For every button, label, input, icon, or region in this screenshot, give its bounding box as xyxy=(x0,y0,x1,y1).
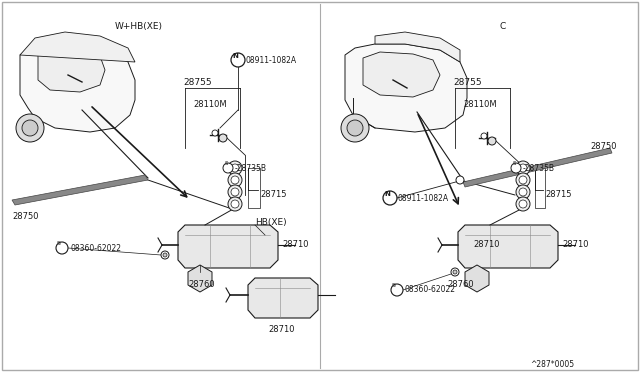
Circle shape xyxy=(16,114,44,142)
Text: 28750: 28750 xyxy=(590,142,616,151)
Text: 28110M: 28110M xyxy=(193,100,227,109)
Circle shape xyxy=(228,161,242,175)
Text: 28710: 28710 xyxy=(282,240,308,249)
Polygon shape xyxy=(248,278,318,318)
Bar xyxy=(248,168,260,208)
Polygon shape xyxy=(178,225,278,268)
Polygon shape xyxy=(463,148,612,187)
Circle shape xyxy=(231,188,239,196)
Text: 28710: 28710 xyxy=(562,240,589,249)
Bar xyxy=(535,168,545,208)
Text: 28760: 28760 xyxy=(188,280,214,289)
Circle shape xyxy=(212,130,218,136)
Text: HB(XE): HB(XE) xyxy=(255,218,287,227)
Circle shape xyxy=(161,251,169,259)
Circle shape xyxy=(516,161,530,175)
Polygon shape xyxy=(458,225,558,268)
Text: 28750: 28750 xyxy=(12,212,38,221)
Text: W+HB(XE): W+HB(XE) xyxy=(115,22,163,31)
Text: 28755: 28755 xyxy=(183,78,212,87)
Circle shape xyxy=(347,120,363,136)
Text: 28710: 28710 xyxy=(268,325,294,334)
Circle shape xyxy=(451,268,459,276)
Circle shape xyxy=(511,163,521,173)
Polygon shape xyxy=(375,32,460,62)
Text: S: S xyxy=(224,161,228,166)
Circle shape xyxy=(519,164,527,172)
Polygon shape xyxy=(38,50,105,92)
Text: 28710: 28710 xyxy=(473,240,499,249)
Text: S: S xyxy=(57,241,61,246)
Circle shape xyxy=(231,164,239,172)
Polygon shape xyxy=(20,32,135,62)
Text: 28755: 28755 xyxy=(453,78,482,87)
Circle shape xyxy=(519,176,527,184)
Circle shape xyxy=(516,173,530,187)
Circle shape xyxy=(516,185,530,199)
Text: N: N xyxy=(384,190,390,196)
Polygon shape xyxy=(363,52,440,97)
Circle shape xyxy=(341,114,369,142)
Circle shape xyxy=(516,197,530,211)
Circle shape xyxy=(481,133,487,139)
Text: -28735B: -28735B xyxy=(523,164,555,173)
Text: 28715: 28715 xyxy=(545,190,572,199)
Text: 08360-62022: 08360-62022 xyxy=(70,244,121,253)
Circle shape xyxy=(519,188,527,196)
Circle shape xyxy=(453,270,457,274)
Circle shape xyxy=(22,120,38,136)
Text: 28715: 28715 xyxy=(260,190,287,199)
Circle shape xyxy=(56,242,68,254)
Text: ^287*0005: ^287*0005 xyxy=(530,360,574,369)
Text: N: N xyxy=(232,52,238,58)
Circle shape xyxy=(231,176,239,184)
Circle shape xyxy=(163,253,167,257)
Text: -28735B: -28735B xyxy=(235,164,267,173)
Circle shape xyxy=(519,200,527,208)
Circle shape xyxy=(456,176,464,184)
Text: 28110M: 28110M xyxy=(463,100,497,109)
Circle shape xyxy=(383,191,397,205)
Polygon shape xyxy=(188,265,212,292)
Text: 08360-62022: 08360-62022 xyxy=(405,285,456,295)
Polygon shape xyxy=(465,265,489,292)
Polygon shape xyxy=(345,44,467,132)
Circle shape xyxy=(488,137,496,145)
Circle shape xyxy=(223,163,233,173)
Text: S: S xyxy=(392,283,396,288)
Circle shape xyxy=(228,185,242,199)
Circle shape xyxy=(228,197,242,211)
Text: 28760: 28760 xyxy=(447,280,474,289)
Circle shape xyxy=(391,284,403,296)
Circle shape xyxy=(231,53,245,67)
Text: 08911-1082A: 08911-1082A xyxy=(398,193,449,202)
Text: S: S xyxy=(512,161,516,166)
Text: 08911-1082A: 08911-1082A xyxy=(246,55,297,64)
Text: C: C xyxy=(500,22,506,31)
Circle shape xyxy=(231,200,239,208)
Polygon shape xyxy=(12,175,148,205)
Polygon shape xyxy=(20,44,135,132)
Circle shape xyxy=(228,173,242,187)
Circle shape xyxy=(219,134,227,142)
